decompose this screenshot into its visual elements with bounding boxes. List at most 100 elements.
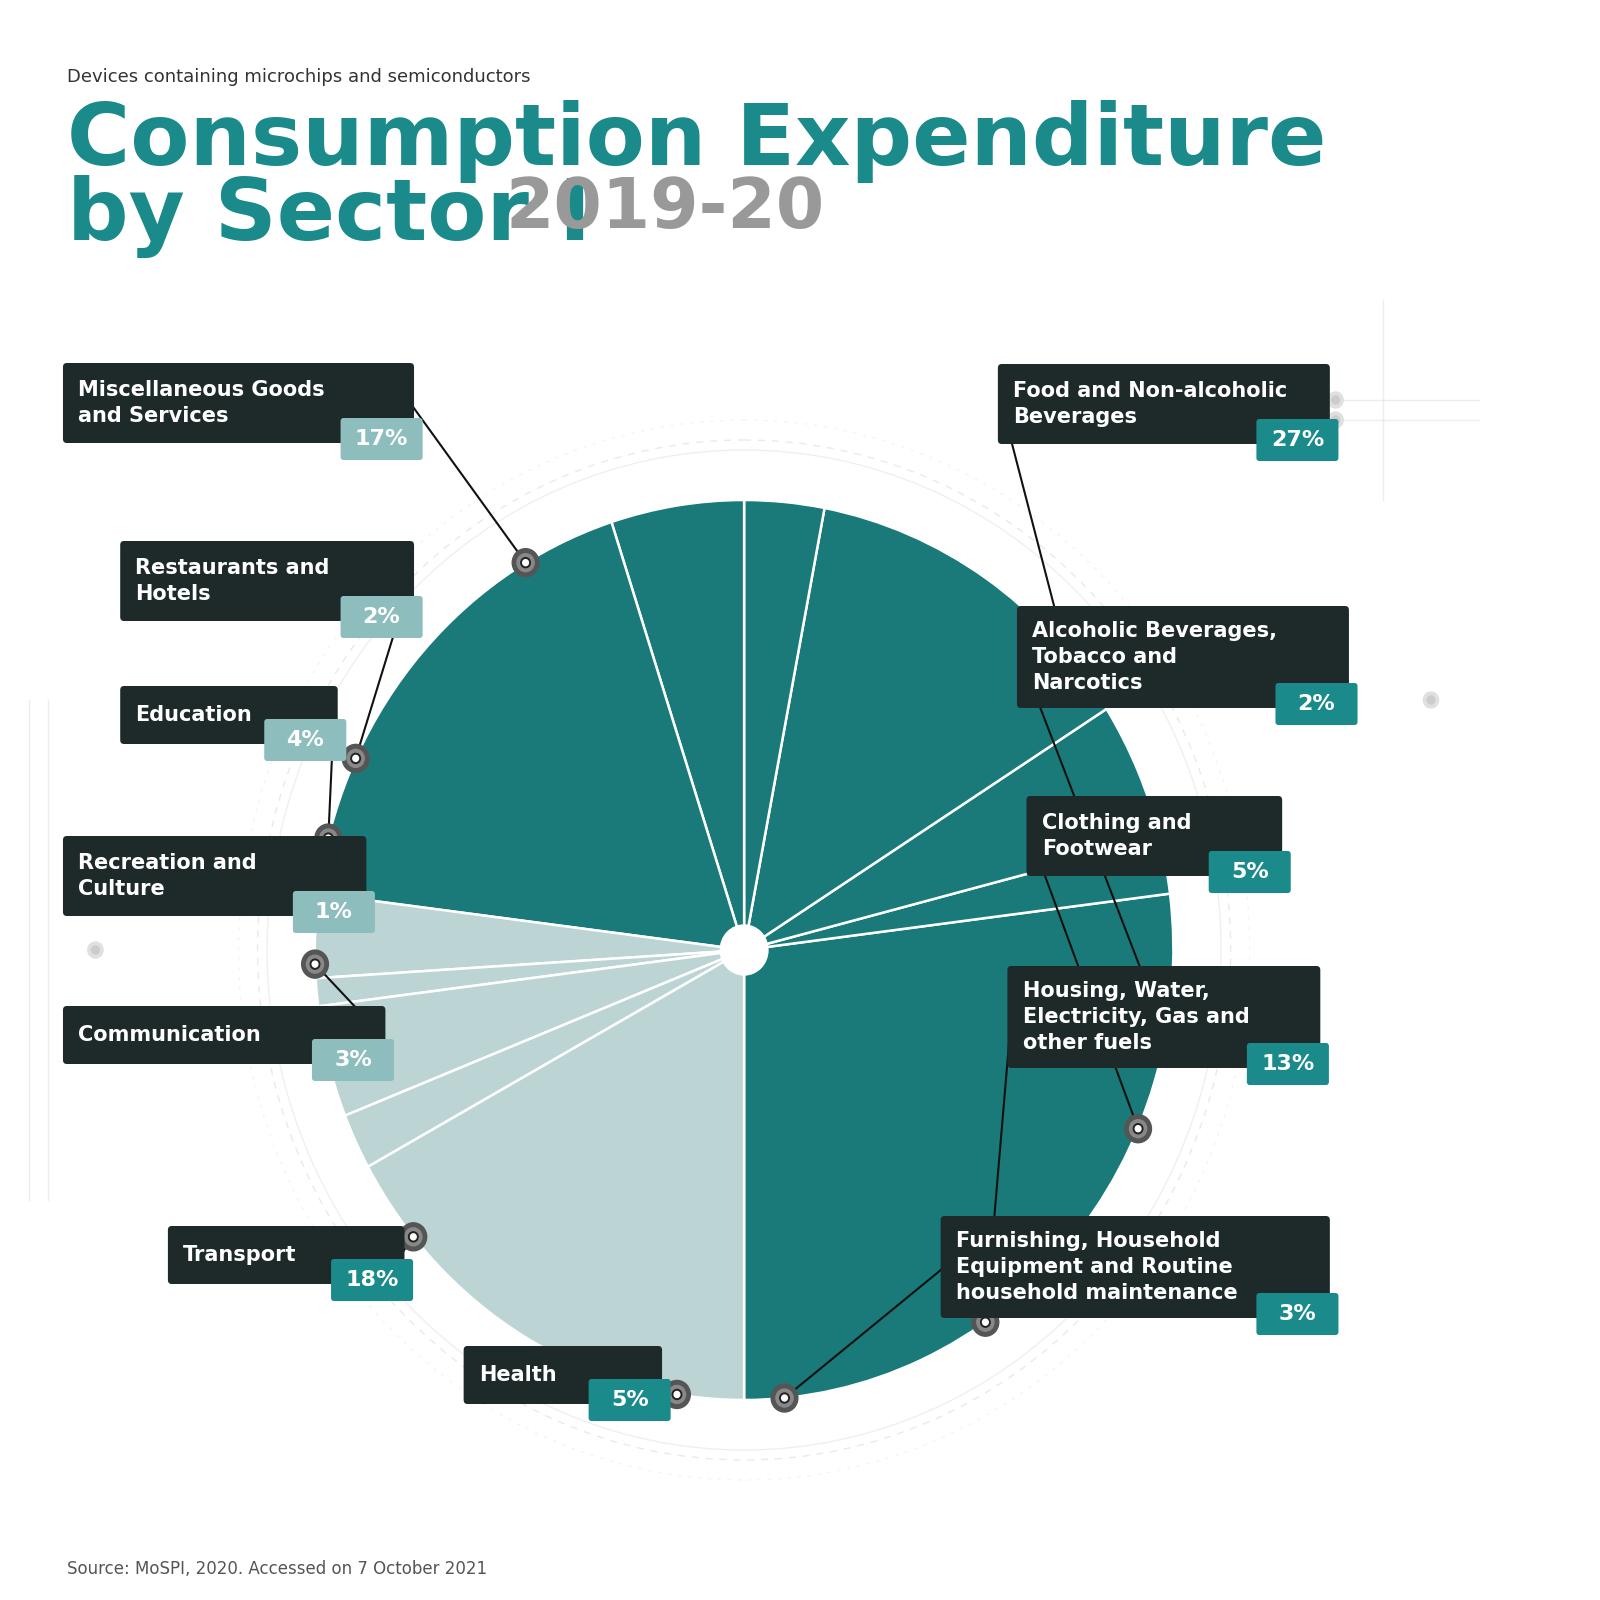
Circle shape <box>779 1394 789 1403</box>
Circle shape <box>1152 1021 1179 1048</box>
Circle shape <box>771 1384 798 1413</box>
FancyBboxPatch shape <box>312 1038 394 1082</box>
Circle shape <box>91 1046 99 1054</box>
Circle shape <box>1427 696 1435 704</box>
Text: 5%: 5% <box>1230 862 1269 882</box>
Circle shape <box>523 560 528 566</box>
Circle shape <box>350 754 360 763</box>
Circle shape <box>1163 1032 1168 1037</box>
Wedge shape <box>315 894 744 978</box>
Text: Recreation and
Culture: Recreation and Culture <box>78 853 258 899</box>
FancyBboxPatch shape <box>1027 795 1282 877</box>
Text: Consumption Expenditure: Consumption Expenditure <box>67 99 1326 182</box>
Wedge shape <box>368 950 744 1400</box>
Wedge shape <box>318 522 744 950</box>
Text: Health: Health <box>478 1365 557 1386</box>
Text: Transport: Transport <box>182 1245 296 1266</box>
Text: 5%: 5% <box>611 1390 648 1410</box>
Circle shape <box>347 749 365 768</box>
Circle shape <box>1136 1126 1141 1131</box>
Circle shape <box>978 1314 994 1331</box>
Circle shape <box>315 824 342 853</box>
Circle shape <box>88 1042 102 1058</box>
Circle shape <box>312 902 322 912</box>
Circle shape <box>1162 1029 1171 1040</box>
Text: Clothing and
Footwear: Clothing and Footwear <box>1042 813 1192 859</box>
Circle shape <box>309 899 325 917</box>
Circle shape <box>672 1389 682 1400</box>
Text: 2019-20: 2019-20 <box>506 174 826 242</box>
Wedge shape <box>346 950 744 1166</box>
Circle shape <box>325 835 331 842</box>
FancyBboxPatch shape <box>1008 966 1320 1069</box>
Circle shape <box>512 549 539 576</box>
Circle shape <box>776 1389 794 1406</box>
Circle shape <box>1328 392 1344 408</box>
Text: 13%: 13% <box>1261 1054 1315 1074</box>
Text: 3%: 3% <box>1278 1304 1317 1325</box>
Circle shape <box>320 829 338 846</box>
FancyBboxPatch shape <box>589 1379 670 1421</box>
Circle shape <box>1058 643 1075 661</box>
Wedge shape <box>744 507 1107 950</box>
Circle shape <box>1331 416 1339 424</box>
Circle shape <box>1061 648 1070 658</box>
FancyBboxPatch shape <box>1208 851 1291 893</box>
Circle shape <box>312 962 318 966</box>
Wedge shape <box>744 894 1173 1400</box>
FancyBboxPatch shape <box>1275 683 1357 725</box>
Circle shape <box>411 1234 416 1240</box>
Circle shape <box>981 1317 990 1326</box>
Circle shape <box>354 755 358 762</box>
FancyBboxPatch shape <box>120 686 338 744</box>
Text: Devices containing microchips and semiconductors: Devices containing microchips and semico… <box>67 67 530 86</box>
Text: 27%: 27% <box>1270 430 1325 450</box>
Text: 4%: 4% <box>286 730 325 750</box>
Circle shape <box>517 554 534 571</box>
Circle shape <box>1328 411 1344 427</box>
Circle shape <box>405 1227 422 1246</box>
Text: Miscellaneous Goods
and Services: Miscellaneous Goods and Services <box>78 381 325 426</box>
FancyBboxPatch shape <box>1246 1043 1330 1085</box>
Text: 1%: 1% <box>315 902 354 922</box>
Circle shape <box>304 894 330 922</box>
Text: 2%: 2% <box>1298 694 1336 714</box>
FancyBboxPatch shape <box>331 1259 413 1301</box>
Text: 17%: 17% <box>355 429 408 450</box>
Circle shape <box>91 946 99 954</box>
Circle shape <box>1133 1123 1142 1134</box>
FancyBboxPatch shape <box>168 1226 405 1283</box>
Text: by Sector I: by Sector I <box>67 174 590 258</box>
Circle shape <box>1125 1115 1152 1142</box>
Circle shape <box>400 1222 427 1251</box>
FancyBboxPatch shape <box>341 418 422 461</box>
Text: 2%: 2% <box>363 606 400 627</box>
Wedge shape <box>744 838 1170 950</box>
Circle shape <box>1424 691 1438 707</box>
Circle shape <box>1130 1120 1147 1138</box>
FancyBboxPatch shape <box>62 835 366 915</box>
Circle shape <box>307 955 323 973</box>
FancyBboxPatch shape <box>941 1216 1330 1318</box>
Wedge shape <box>318 950 744 1115</box>
FancyBboxPatch shape <box>1018 606 1349 707</box>
Circle shape <box>310 958 320 970</box>
Circle shape <box>1053 638 1080 667</box>
Wedge shape <box>611 499 744 950</box>
Circle shape <box>302 950 328 978</box>
Text: Food and Non-alcoholic
Beverages: Food and Non-alcoholic Beverages <box>1013 381 1288 427</box>
Text: Communication: Communication <box>78 1026 261 1045</box>
Text: Housing, Water,
Electricity, Gas and
other fuels: Housing, Water, Electricity, Gas and oth… <box>1022 981 1250 1053</box>
Wedge shape <box>315 950 744 1006</box>
FancyBboxPatch shape <box>62 363 414 443</box>
Circle shape <box>982 1318 989 1325</box>
Circle shape <box>323 834 333 843</box>
Circle shape <box>314 904 320 910</box>
Circle shape <box>669 1386 685 1403</box>
Wedge shape <box>744 709 1160 950</box>
Circle shape <box>1064 650 1069 656</box>
Circle shape <box>1331 395 1339 403</box>
Wedge shape <box>744 499 824 950</box>
Circle shape <box>720 925 768 974</box>
Text: Furnishing, Household
Equipment and Routine
household maintenance: Furnishing, Household Equipment and Rout… <box>955 1232 1238 1302</box>
